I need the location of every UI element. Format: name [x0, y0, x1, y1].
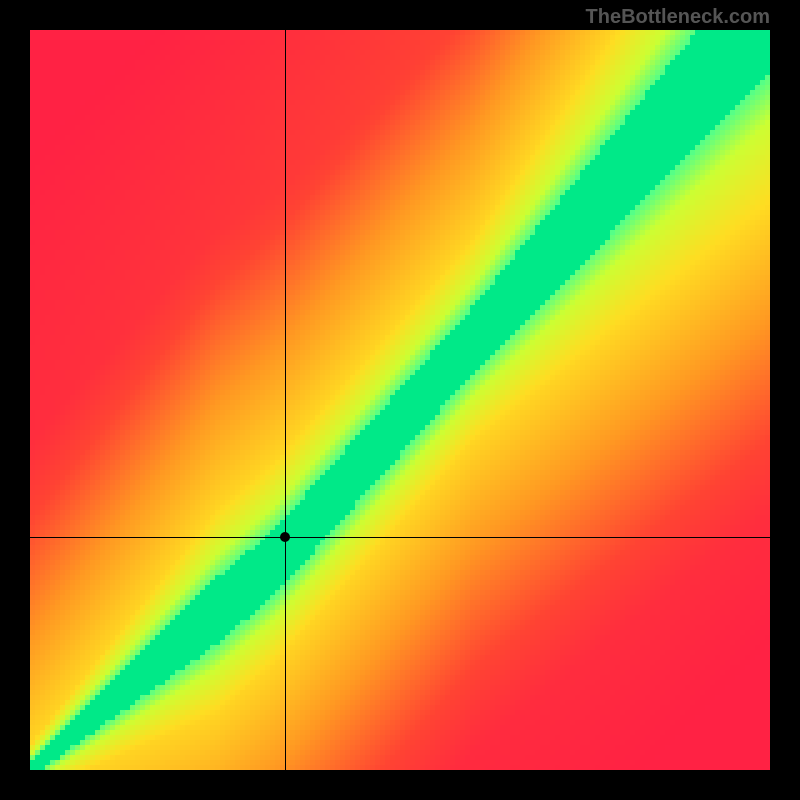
- crosshair-horizontal: [30, 537, 770, 538]
- heatmap-plot: [30, 30, 770, 770]
- heatmap-canvas: [30, 30, 770, 770]
- data-point-marker: [280, 532, 290, 542]
- chart-container: TheBottleneck.com: [0, 0, 800, 800]
- crosshair-vertical: [285, 30, 286, 770]
- watermark-text: TheBottleneck.com: [586, 6, 770, 29]
